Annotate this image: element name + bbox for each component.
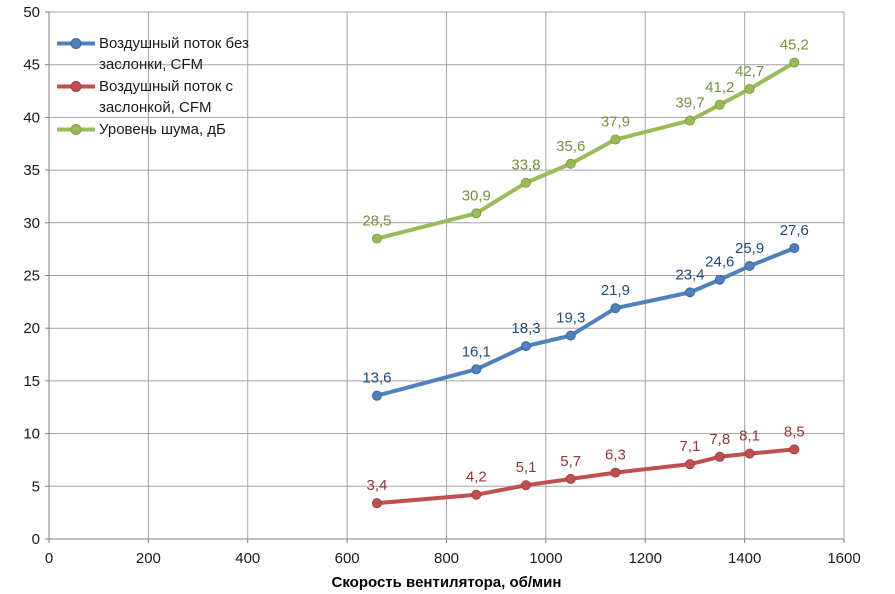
data-label: 45,2	[780, 37, 809, 54]
data-point-marker	[471, 208, 482, 219]
data-point-marker	[471, 489, 482, 500]
data-label: 8,5	[784, 423, 805, 440]
y-tick-label: 50	[23, 4, 40, 21]
y-tick-label: 15	[23, 373, 40, 390]
data-label: 5,7	[560, 453, 581, 470]
data-point-marker	[714, 451, 725, 462]
data-point-marker	[610, 467, 621, 478]
data-point-marker	[744, 448, 755, 459]
legend-label: Воздушный поток с заслонкой, CFM	[99, 78, 234, 116]
data-point-marker	[684, 115, 695, 126]
data-label: 42,7	[735, 63, 764, 80]
data-label: 39,7	[675, 95, 704, 112]
data-point-marker	[565, 473, 576, 484]
data-label: 21,9	[601, 282, 630, 299]
x-tick-label: 1200	[629, 550, 662, 567]
data-point-marker	[744, 261, 755, 272]
data-point-marker	[371, 233, 382, 244]
x-tick-label: 800	[434, 550, 459, 567]
legend-label: Уровень шума, дБ	[99, 121, 226, 138]
line-marker-swatch-icon	[57, 81, 95, 92]
y-tick-label: 45	[23, 57, 40, 74]
data-point-marker	[684, 287, 695, 298]
data-label: 7,8	[709, 431, 730, 448]
data-label: 13,6	[362, 370, 391, 387]
x-tick-label: 200	[136, 550, 161, 567]
data-point-marker	[371, 390, 382, 401]
data-label: 33,8	[511, 157, 540, 174]
legend-item-airflow-with-damper: Воздушный поток с заслонкой, CFM	[56, 76, 304, 118]
data-point-marker	[684, 459, 695, 470]
data-label: 41,2	[705, 79, 734, 96]
data-point-marker	[789, 57, 800, 68]
data-point-marker	[789, 243, 800, 254]
series-line-1	[374, 447, 797, 506]
data-point-marker	[371, 498, 382, 509]
data-label: 37,9	[601, 114, 630, 131]
legend-item-noise-level: Уровень шума, дБ	[56, 119, 304, 140]
data-point-marker	[565, 330, 576, 341]
data-label: 27,6	[780, 222, 809, 239]
y-tick-label: 30	[23, 215, 40, 232]
legend: Воздушный поток без заслонки, CFM Воздуш…	[56, 33, 304, 140]
data-label: 16,1	[462, 343, 491, 360]
x-tick-label: 0	[45, 550, 53, 567]
legend-item-airflow-no-damper: Воздушный поток без заслонки, CFM	[56, 33, 304, 75]
data-label: 7,1	[680, 438, 701, 455]
y-tick-label: 0	[32, 531, 40, 548]
data-point-marker	[610, 303, 621, 314]
x-axis-title: Скорость вентилятора, об/мин	[332, 574, 562, 591]
data-label: 8,1	[739, 428, 760, 445]
data-point-marker	[714, 274, 725, 285]
data-label: 23,4	[675, 266, 704, 283]
y-tick-label: 20	[23, 320, 40, 337]
data-point-marker	[565, 158, 576, 169]
data-point-marker	[521, 480, 531, 491]
data-point-marker	[744, 83, 755, 94]
data-label: 5,1	[516, 459, 537, 476]
line-marker-swatch-icon	[57, 38, 95, 49]
x-tick-label: 400	[235, 550, 260, 567]
y-tick-label: 40	[23, 109, 40, 126]
data-label: 30,9	[462, 187, 491, 204]
data-point-marker	[789, 444, 800, 455]
data-point-marker	[714, 99, 725, 110]
y-tick-label: 25	[23, 268, 40, 285]
data-point-marker	[471, 364, 482, 375]
y-tick-label: 35	[23, 162, 40, 179]
y-tick-label: 5	[32, 478, 40, 495]
y-tick-label: 10	[23, 426, 40, 443]
data-label: 28,5	[362, 213, 391, 230]
data-label: 3,4	[367, 477, 388, 494]
data-label: 35,6	[556, 138, 585, 155]
data-point-marker	[521, 177, 531, 188]
x-tick-label: 1400	[728, 550, 761, 567]
data-label: 19,3	[556, 310, 585, 327]
x-tick-label: 600	[335, 550, 360, 567]
data-label: 18,3	[511, 320, 540, 337]
data-label: 25,9	[735, 240, 764, 257]
line-marker-swatch-icon	[57, 124, 95, 135]
legend-label: Воздушный поток без заслонки, CFM	[99, 35, 249, 73]
data-point-marker	[521, 341, 531, 352]
data-point-marker	[610, 134, 621, 145]
data-label: 4,2	[466, 469, 487, 486]
data-label: 24,6	[705, 254, 734, 271]
data-label: 6,3	[605, 447, 626, 464]
x-tick-label: 1600	[827, 550, 860, 567]
x-tick-label: 1000	[529, 550, 562, 567]
